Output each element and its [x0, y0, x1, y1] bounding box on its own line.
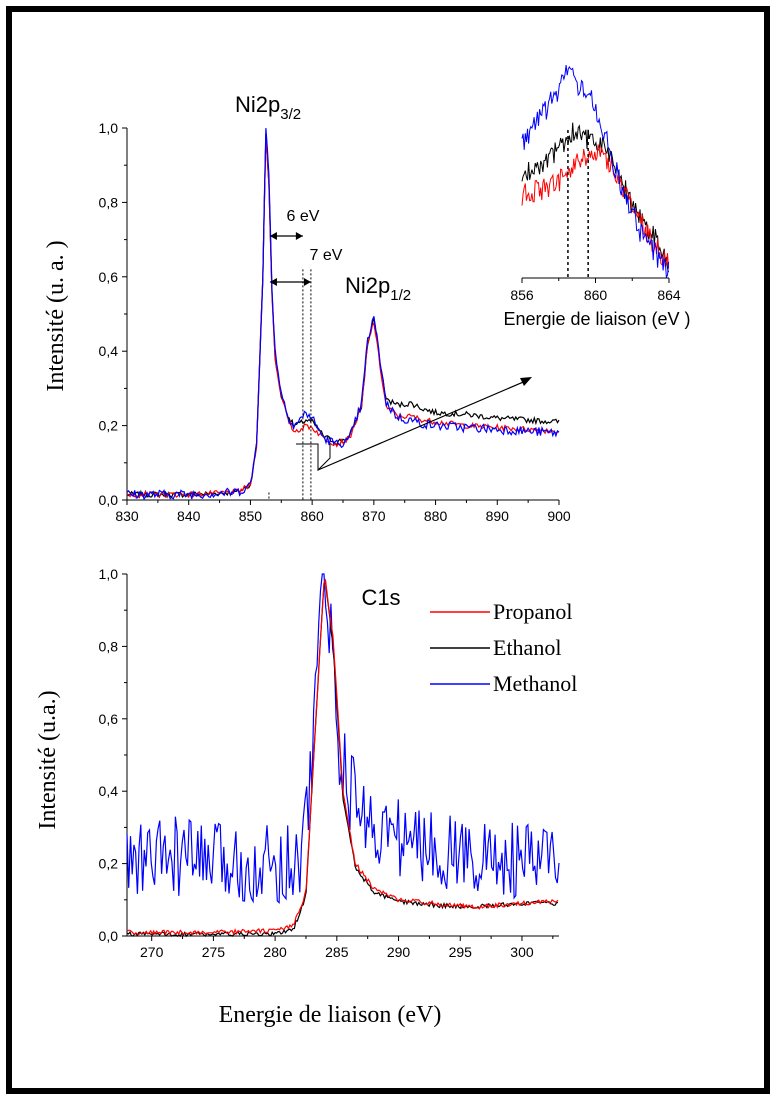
- ni2p-y-tick-label: 0,0: [99, 492, 119, 508]
- c1s-x-tick-label: 300: [510, 944, 534, 960]
- peak-label-ni2p12-sub: 1/2: [390, 287, 411, 304]
- c1s-x-tick-label: 295: [449, 944, 473, 960]
- ni2p-x-tick-label: 840: [177, 508, 201, 524]
- inset-series-line: [521, 122, 670, 273]
- zoom-arrow-head: [520, 377, 532, 386]
- figure-frame: [6, 6, 770, 1094]
- c1s-x-tick-label: 270: [140, 944, 164, 960]
- ni2p-series-line: [126, 134, 560, 499]
- peak-label-ni2p12-main: Ni2p: [345, 273, 390, 298]
- gap-arrow-6ev-head-left: [269, 232, 277, 240]
- ni2p-x-tick-label: 830: [115, 508, 139, 524]
- peak-label-c1s: C1s: [361, 585, 400, 610]
- c1s-y-tick-label: 1,0: [99, 566, 119, 582]
- inset-x-tick-label: 856: [510, 287, 534, 303]
- ni2p-x-tick-label: 890: [486, 508, 510, 524]
- legend-label-methanol: Methanol: [493, 671, 577, 696]
- legend-label-propanol: Propanol: [493, 599, 572, 624]
- c1s-y-tick-label: 0,2: [99, 856, 119, 872]
- ni2p-x-tick-label: 880: [424, 508, 448, 524]
- gap-arrow-7ev-head-left: [269, 278, 277, 286]
- peak-label-ni2p32-main: Ni2p: [235, 92, 280, 117]
- gap-arrow-7ev-head-right: [303, 278, 311, 286]
- ni2p-x-tick-label: 860: [300, 508, 324, 524]
- c1s-y-tick-label: 0,4: [99, 783, 119, 799]
- ni2p-series-line: [126, 128, 560, 501]
- c1s-x-axis-label: Energie de liaison (eV): [219, 1002, 442, 1028]
- c1s-series-line: [126, 578, 559, 936]
- gap-arrow-6ev-head-right: [295, 232, 303, 240]
- c1s-x-tick-label: 285: [325, 944, 349, 960]
- ni2p-y-tick-label: 0,6: [99, 269, 119, 285]
- c1s-y-axis-label: Intensité (u.a.): [35, 690, 61, 829]
- inset-x-tick-label: 864: [657, 287, 681, 303]
- c1s-x-tick-label: 290: [387, 944, 411, 960]
- c1s-x-tick-label: 280: [263, 944, 287, 960]
- ni2p-x-tick-label: 850: [239, 508, 263, 524]
- legend-label-ethanol: Ethanol: [493, 635, 561, 660]
- peak-label-ni2p32-sub: 3/2: [280, 106, 301, 123]
- ni2p-y-axis-label: Intensité (u. a. ): [43, 240, 69, 391]
- ni2p-x-tick-label: 870: [362, 508, 386, 524]
- c1s-y-tick-label: 0,0: [99, 928, 119, 944]
- c1s-y-tick-label: 0,6: [99, 711, 119, 727]
- ni2p-y-tick-label: 0,8: [99, 194, 119, 210]
- inset-x-tick-label: 860: [584, 287, 608, 303]
- inset-x-axis-label: Energie de liaison (eV ): [503, 309, 690, 329]
- gap-label-7ev: 7 eV: [310, 247, 343, 264]
- c1s-y-tick-label: 0,8: [99, 638, 119, 654]
- inset-series-line: [521, 65, 670, 278]
- peak-label-ni2p32: Ni2p3/2: [235, 92, 301, 123]
- ni2p-y-tick-label: 1,0: [99, 120, 119, 136]
- peak-label-ni2p12: Ni2p1/2: [345, 273, 411, 304]
- c1s-x-tick-label: 275: [202, 944, 226, 960]
- ni2p-y-tick-label: 0,4: [99, 343, 119, 359]
- ni2p-x-tick-label: 900: [547, 508, 571, 524]
- gap-label-6ev: 6 eV: [287, 208, 320, 225]
- inset-series-line: [521, 144, 670, 269]
- zoom-arrow-line: [317, 379, 529, 471]
- ni2p-y-tick-label: 0,2: [99, 418, 119, 434]
